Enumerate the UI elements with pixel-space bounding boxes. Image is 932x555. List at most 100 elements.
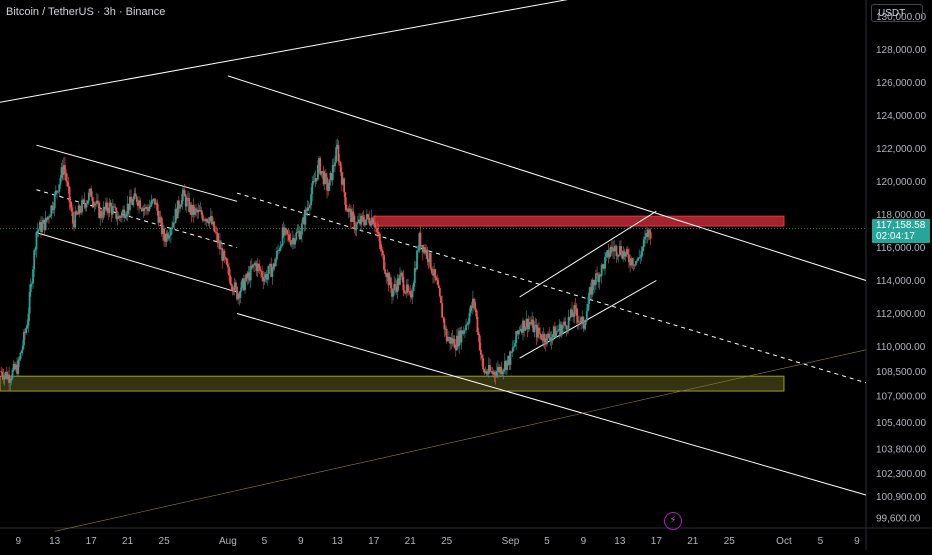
candle-body: [631, 258, 634, 266]
candle-body: [636, 260, 638, 262]
candle-body: [168, 235, 171, 237]
candle-body: [421, 245, 424, 253]
candle-body: [273, 263, 276, 267]
candle-body: [176, 200, 179, 219]
candle-body: [505, 361, 507, 371]
candle-body: [23, 331, 25, 346]
candle-body: [189, 204, 192, 212]
candle-body: [328, 179, 331, 191]
candle-body: [281, 227, 284, 246]
candle-body: [262, 276, 265, 282]
candle-body: [471, 298, 474, 308]
trendline-solid: [519, 210, 657, 298]
trendline-solid: [236, 313, 867, 496]
candle-body: [526, 318, 529, 330]
candle-body: [344, 192, 347, 205]
candle-body: [343, 178, 346, 193]
candle-body: [371, 217, 374, 224]
candle-body: [156, 202, 159, 211]
candle-body: [236, 287, 238, 300]
candle-body: [458, 330, 461, 347]
y-tick-label: 124,000.00: [876, 111, 926, 122]
candle-body: [475, 309, 478, 317]
candle-body: [65, 172, 67, 181]
candle-body: [402, 276, 405, 291]
currency-selector[interactable]: USDT: [871, 4, 923, 22]
candle-body: [322, 171, 325, 185]
candle-body: [568, 316, 571, 318]
candle-body: [369, 223, 372, 226]
candle-body: [435, 277, 438, 280]
candle-body: [623, 251, 626, 257]
candle-body: [580, 317, 583, 323]
candle-body: [454, 348, 457, 351]
candle-body: [614, 246, 617, 248]
candle-body: [212, 221, 214, 225]
candle-body: [514, 343, 516, 347]
candle-body: [299, 234, 302, 240]
candle-body: [582, 316, 585, 329]
candle-body: [543, 333, 546, 343]
candle-body: [107, 210, 110, 213]
candle-body: [367, 214, 369, 218]
trendline-dashed: [236, 192, 867, 384]
candle-body: [17, 360, 20, 374]
candle-body: [177, 200, 180, 209]
lightning-icon[interactable]: ⚡: [664, 512, 682, 530]
candle-body: [278, 250, 281, 251]
candle-body: [361, 215, 364, 218]
candle-body: [309, 205, 311, 208]
candle-body: [540, 334, 543, 339]
candle-body: [36, 230, 39, 232]
candle-body: [3, 375, 6, 380]
candle-body: [474, 302, 477, 310]
candle-body: [405, 284, 408, 293]
candle-body: [203, 219, 205, 221]
candle-body: [286, 229, 289, 235]
candle-body: [478, 335, 481, 350]
candle-body: [291, 238, 294, 242]
candle-body: [555, 331, 557, 338]
candle-body: [52, 208, 55, 210]
candle-body: [617, 254, 620, 256]
candle-countdown: 02:04:17: [876, 231, 915, 242]
x-tick-label: 13: [332, 536, 344, 547]
candle-body: [123, 209, 126, 219]
candle-body: [573, 305, 576, 317]
candle-body: [103, 207, 106, 210]
candle-body: [413, 268, 416, 284]
candle-body: [68, 186, 71, 202]
x-tick-label: 25: [159, 536, 171, 547]
candle-body: [241, 278, 244, 282]
candle-body: [339, 162, 342, 173]
candle-body: [255, 262, 258, 271]
candle-body: [113, 206, 115, 208]
candle-body: [159, 217, 162, 219]
y-tick-label: 107,000.00: [876, 392, 926, 403]
candle-body: [376, 227, 379, 232]
candle-body: [324, 173, 327, 178]
candle-body: [647, 229, 650, 237]
candle-body: [393, 284, 396, 291]
candle-body: [27, 313, 30, 326]
candle-body: [520, 328, 523, 333]
candle-body: [593, 284, 596, 286]
candle-body: [108, 202, 111, 213]
candle-body: [519, 328, 522, 331]
candle-body: [522, 320, 524, 333]
symbol-title: Bitcoin / TetherUS · 3h · Binance: [6, 6, 166, 18]
candle-body: [355, 223, 358, 230]
candle-body: [492, 371, 495, 374]
candle-body: [500, 367, 503, 375]
candle-body: [285, 228, 287, 230]
candle-body: [417, 250, 420, 252]
candle-body: [29, 284, 32, 293]
trendline-solid: [36, 144, 238, 202]
candle-body: [133, 193, 136, 200]
candle-body: [80, 212, 82, 213]
candle-body: [340, 172, 343, 185]
candle-body: [605, 253, 608, 258]
candle-body: [191, 204, 194, 215]
